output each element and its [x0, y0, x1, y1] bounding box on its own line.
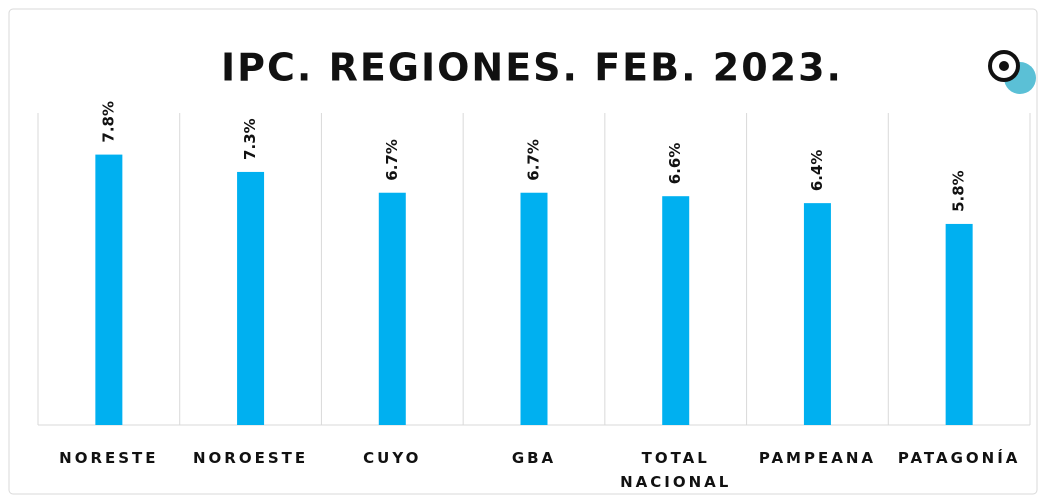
x-tick-label: NORESTE: [59, 449, 159, 467]
value-label: 7.8%: [99, 101, 117, 143]
x-tick-label: CUYO: [363, 449, 422, 467]
logo: [988, 50, 1036, 94]
value-label: 7.3%: [241, 118, 259, 160]
x-tick-label: PATAGONÍA: [897, 449, 1021, 467]
bar: [95, 154, 123, 425]
value-label: 5.8%: [950, 170, 968, 212]
value-label: 6.4%: [808, 150, 826, 192]
bar: [237, 171, 265, 425]
x-tick-label: NOROESTE: [192, 449, 309, 467]
bar: [662, 196, 690, 425]
bar: [520, 192, 548, 425]
bar: [378, 192, 406, 425]
chart-title: IPC. REGIONES. FEB. 2023.: [221, 46, 843, 90]
x-tick-label: TOTAL NACIONAL: [620, 449, 732, 491]
value-label: 6.7%: [525, 139, 543, 181]
x-tick-label: PAMPEANA: [758, 449, 876, 467]
value-label: 6.6%: [666, 143, 684, 185]
x-tick-label: GBA: [511, 449, 557, 467]
bar: [803, 203, 831, 425]
bar: [945, 223, 973, 425]
value-label: 6.7%: [383, 139, 401, 181]
